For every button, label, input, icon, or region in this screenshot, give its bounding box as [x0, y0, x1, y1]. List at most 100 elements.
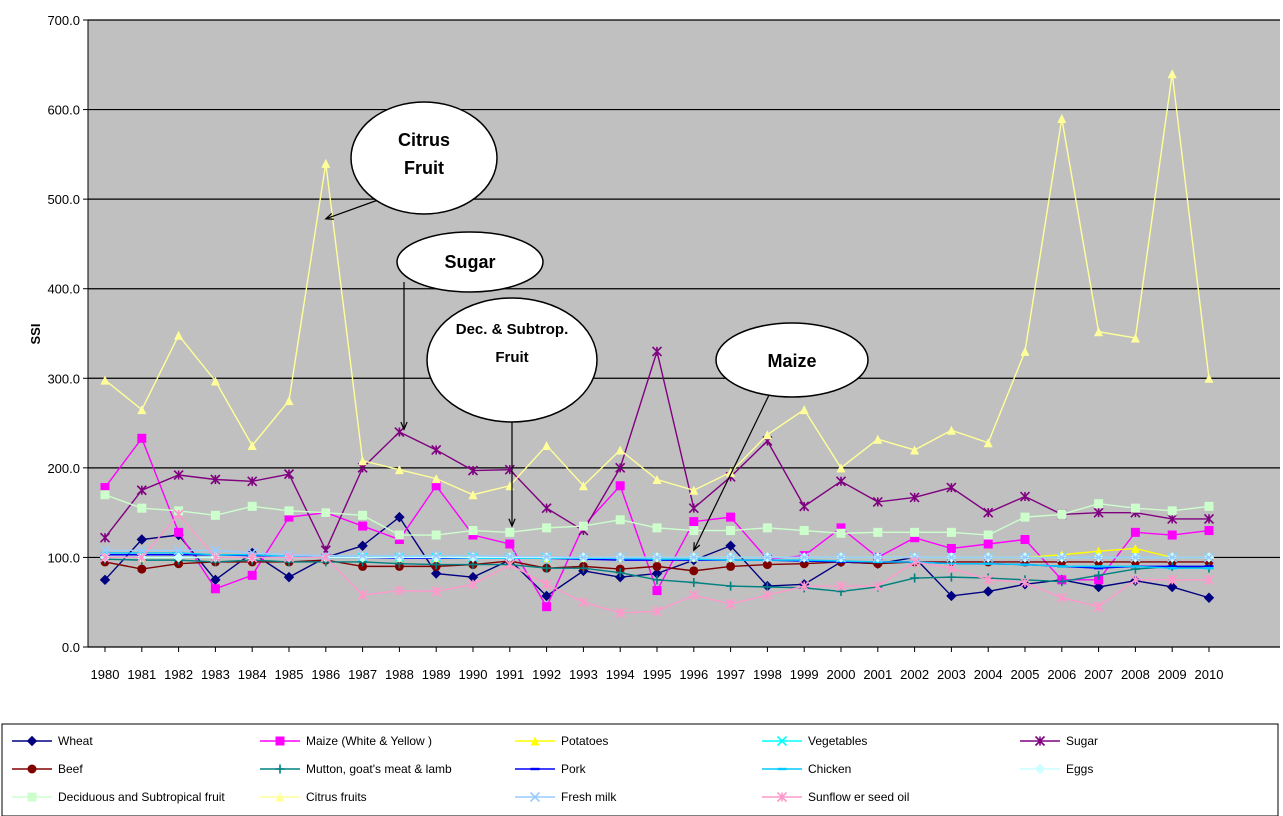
y-tick-label: 400.0: [47, 282, 80, 297]
x-tick-label: 1981: [127, 667, 156, 682]
data-point: [431, 474, 441, 484]
callout-citrus-fruit: Citrus Fruit: [324, 101, 498, 220]
data-point: [1130, 527, 1140, 537]
legend-label: Pork: [561, 762, 587, 776]
legend: Wheat Maize (White & Yellow ) Potatoes Vege…: [1, 723, 1279, 816]
data-point: [467, 550, 479, 561]
callout-text: Dec. & Subtrop.: [456, 321, 569, 338]
x-tick-label: 2009: [1158, 667, 1187, 682]
x-tick-label: 2008: [1121, 667, 1150, 682]
callout-leader: [693, 392, 771, 551]
data-point: [1167, 552, 1178, 563]
data-point: [431, 586, 442, 597]
data-point: [1019, 577, 1031, 588]
legend-label: Chicken: [808, 762, 851, 776]
data-point: [136, 485, 147, 496]
data-point: [1056, 552, 1067, 563]
data-point: [1167, 513, 1178, 524]
legend-box: [1, 723, 1279, 816]
legend-label: Deciduous and Subtropical fruit: [58, 790, 225, 804]
legend-swatch-marker: [776, 791, 788, 803]
data-point: [1020, 512, 1030, 522]
legend-label: Beef: [58, 762, 83, 776]
series-lines: [99, 69, 1215, 619]
data-point: [835, 581, 847, 592]
x-tick-label: 2003: [937, 667, 966, 682]
data-point: [726, 526, 736, 536]
series-sunflow-er-seed-oil: [99, 509, 1215, 619]
legend-item-sugar: Sugar: [1020, 734, 1098, 748]
data-point: [1019, 552, 1031, 563]
callout-arrowhead: [324, 212, 334, 220]
data-point: [1204, 526, 1214, 536]
data-point: [504, 464, 515, 475]
data-point: [909, 492, 920, 503]
data-point: [1130, 333, 1140, 343]
data-point: [431, 444, 442, 456]
data-point: [541, 551, 552, 562]
y-tick-label: 0.0: [62, 640, 80, 655]
data-point: [247, 570, 257, 580]
data-point: [725, 540, 736, 551]
x-tick-label: 2010: [1195, 667, 1224, 682]
data-point: [946, 552, 957, 563]
data-point: [799, 405, 809, 415]
data-point: [1204, 565, 1214, 568]
data-point: [946, 527, 956, 537]
data-point: [505, 527, 515, 537]
x-tick-label: 2006: [1047, 667, 1076, 682]
data-point: [1057, 577, 1067, 587]
x-tick-label: 2004: [974, 667, 1003, 682]
data-point: [762, 560, 772, 570]
callout-sugar: Sugar: [396, 231, 544, 431]
legend-swatch-marker: [776, 735, 788, 747]
x-tick-label: 2005: [1011, 667, 1040, 682]
data-point: [910, 445, 920, 455]
data-point: [321, 508, 331, 518]
legend-item-eggs: Eggs: [1020, 762, 1093, 776]
legend-swatch-marker: [275, 792, 285, 802]
x-tick-label: 1992: [532, 667, 561, 682]
legend-item-beef: Beef: [12, 762, 83, 776]
data-point: [578, 521, 588, 531]
data-point: [247, 501, 257, 511]
data-point: [394, 585, 405, 596]
data-point: [726, 467, 736, 477]
series-citrus-fruits: [100, 69, 1214, 500]
data-point: [99, 532, 111, 543]
data-point: [284, 396, 294, 406]
legend-swatch-marker: [275, 736, 285, 746]
callout-bubble: [426, 297, 598, 423]
data-point: [394, 550, 405, 561]
data-point: [872, 552, 883, 563]
callout-text: Fruit: [495, 349, 528, 366]
data-point: [872, 581, 883, 592]
data-point: [578, 552, 589, 563]
y-tick-label: 100.0: [47, 550, 80, 565]
callout-leader: [325, 199, 379, 220]
plot-background: [88, 20, 1280, 647]
data-point: [247, 440, 257, 450]
x-tick-labels: 1980 1981 1982 1983 1984 1985 1986 1987 1988 1989…: [91, 667, 1224, 682]
data-point: [652, 575, 662, 585]
data-point: [357, 540, 368, 551]
data-point: [762, 552, 773, 563]
data-point: [99, 574, 111, 586]
data-point: [652, 561, 662, 571]
data-point: [357, 550, 368, 561]
legend-label: Sugar: [1066, 734, 1098, 748]
data-point: [1057, 565, 1067, 568]
data-point: [99, 552, 111, 563]
data-point: [578, 597, 589, 608]
data-point: [1204, 501, 1214, 511]
data-point: [1130, 543, 1140, 553]
callout-text: Maize: [767, 351, 816, 371]
data-point: [873, 527, 883, 537]
legend-item-maize-white-yellow: Maize (White & Yellow ): [260, 734, 432, 748]
data-point: [726, 561, 736, 571]
data-point: [505, 539, 515, 549]
data-point: [100, 483, 110, 493]
data-point: [357, 589, 368, 601]
x-tick-label: 1994: [606, 667, 635, 682]
x-tick-label: 1998: [753, 667, 782, 682]
